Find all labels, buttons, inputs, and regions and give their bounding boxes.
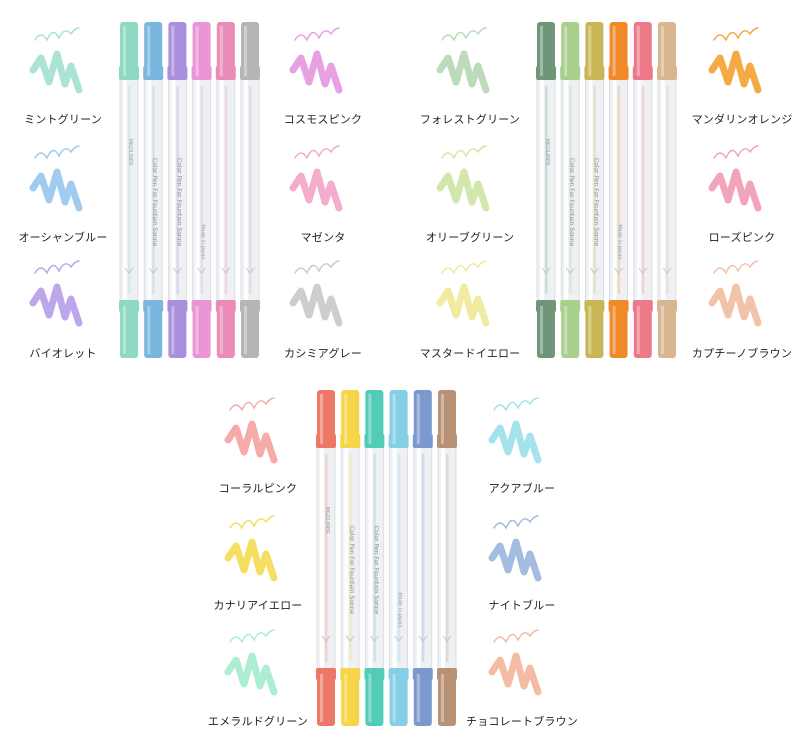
pen-set-3: Color Pen For Fountain Sonne Color Pen Fo…: [224, 390, 542, 726]
color-name-label: マンダリンオレンジ: [691, 113, 793, 126]
pen-brand-text: Color Pen For Fountain Sonne: [372, 526, 379, 615]
color-name-label: コーラルピンク: [218, 482, 298, 495]
left-3-2-swatch: [224, 515, 278, 582]
pen-3-1: [316, 390, 336, 726]
pen-2-5: [632, 22, 653, 358]
pen-2-6: [657, 22, 677, 358]
color-name-label: ナイトブルー: [488, 599, 556, 612]
left-2-1-swatch: [436, 27, 490, 94]
right-1-3-swatch: [289, 260, 343, 327]
pen-1-2: [143, 22, 164, 358]
pen-brand-text: Color Pen For Fountain Sonne: [592, 158, 599, 247]
pen-brand-text: Color Pen For Fountain Sonne: [151, 158, 158, 247]
pen-3-5: [412, 390, 433, 726]
color-name-label: エメラルドグリーン: [207, 715, 309, 728]
color-name-label: マスタードイエロー: [419, 347, 521, 360]
right-3-3-swatch: [488, 629, 542, 696]
right-3-2-swatch: [488, 515, 542, 582]
pen-1-6: [240, 22, 260, 358]
color-name-label: ミントグリーン: [24, 113, 102, 126]
pen-brand-text: Color Pen For Fountain Sonne: [175, 158, 182, 247]
color-name-label: オーシャンブルー: [18, 231, 108, 244]
pen-origin-text: Made in Japan: [617, 224, 623, 259]
color-name-label: オリーブグリーン: [425, 231, 515, 244]
pen-2-2: [560, 22, 581, 358]
pen-3-2: [340, 390, 361, 726]
right-1-2-swatch: [289, 145, 343, 212]
pen-2-3: [584, 22, 605, 358]
pen-brand-text: Color Pen For Fountain Sonne: [348, 526, 355, 615]
color-name-label: カプチーノブラウン: [691, 347, 793, 360]
pen-1-4: [191, 22, 212, 358]
left-2-2-swatch: [436, 145, 490, 212]
pen-1-5: [215, 22, 236, 358]
left-1-3-swatch: [29, 260, 83, 327]
pen-set-2: Color Pen For Fountain Sonne Color Pen Fo…: [436, 22, 762, 358]
color-name-label: マゼンタ: [300, 231, 346, 244]
pen-2-4: [608, 22, 629, 358]
pen-brand-text: Color Pen For Fountain Sonne: [568, 158, 575, 247]
left-3-1-swatch: [224, 397, 278, 464]
right-2-2-swatch: [708, 145, 762, 212]
left-1-1-swatch: [29, 27, 83, 94]
color-name-label: フォレストグリーン: [419, 113, 521, 126]
pen-2-1: [536, 22, 556, 358]
pen-logo-text: MILDLINER: [544, 138, 550, 166]
pen-set-1: Color Pen For Fountain Sonne Color Pen Fo…: [29, 22, 343, 358]
pen-logo-text: MILDLINER: [324, 506, 330, 534]
color-name-label: チョコレートブラウン: [466, 715, 578, 728]
left-2-3-swatch: [436, 260, 490, 327]
pen-origin-text: Made in Japan: [397, 592, 403, 627]
color-name-label: カナリアイエロー: [213, 599, 303, 612]
right-3-1-swatch: [488, 397, 542, 464]
pen-3-4: [388, 390, 409, 726]
color-name-label: アクアブルー: [488, 482, 556, 495]
color-name-label: バイオレット: [29, 347, 97, 360]
color-name-label: ローズピンク: [708, 231, 776, 244]
left-3-3-swatch: [224, 629, 278, 696]
pen-3-6: [437, 390, 457, 726]
pen-1-3: [167, 22, 188, 358]
pen-1-1: [119, 22, 139, 358]
right-1-1-swatch: [289, 27, 343, 94]
pen-3-3: [364, 390, 385, 726]
pen-origin-text: Made in Japan: [200, 224, 206, 259]
color-name-label: カシミアグレー: [284, 347, 362, 360]
pen-logo-text: MILDLINER: [127, 138, 133, 166]
color-name-label: コスモスピンク: [283, 113, 363, 126]
left-1-2-swatch: [29, 145, 83, 212]
right-2-1-swatch: [708, 27, 762, 94]
right-2-3-swatch: [708, 260, 762, 327]
